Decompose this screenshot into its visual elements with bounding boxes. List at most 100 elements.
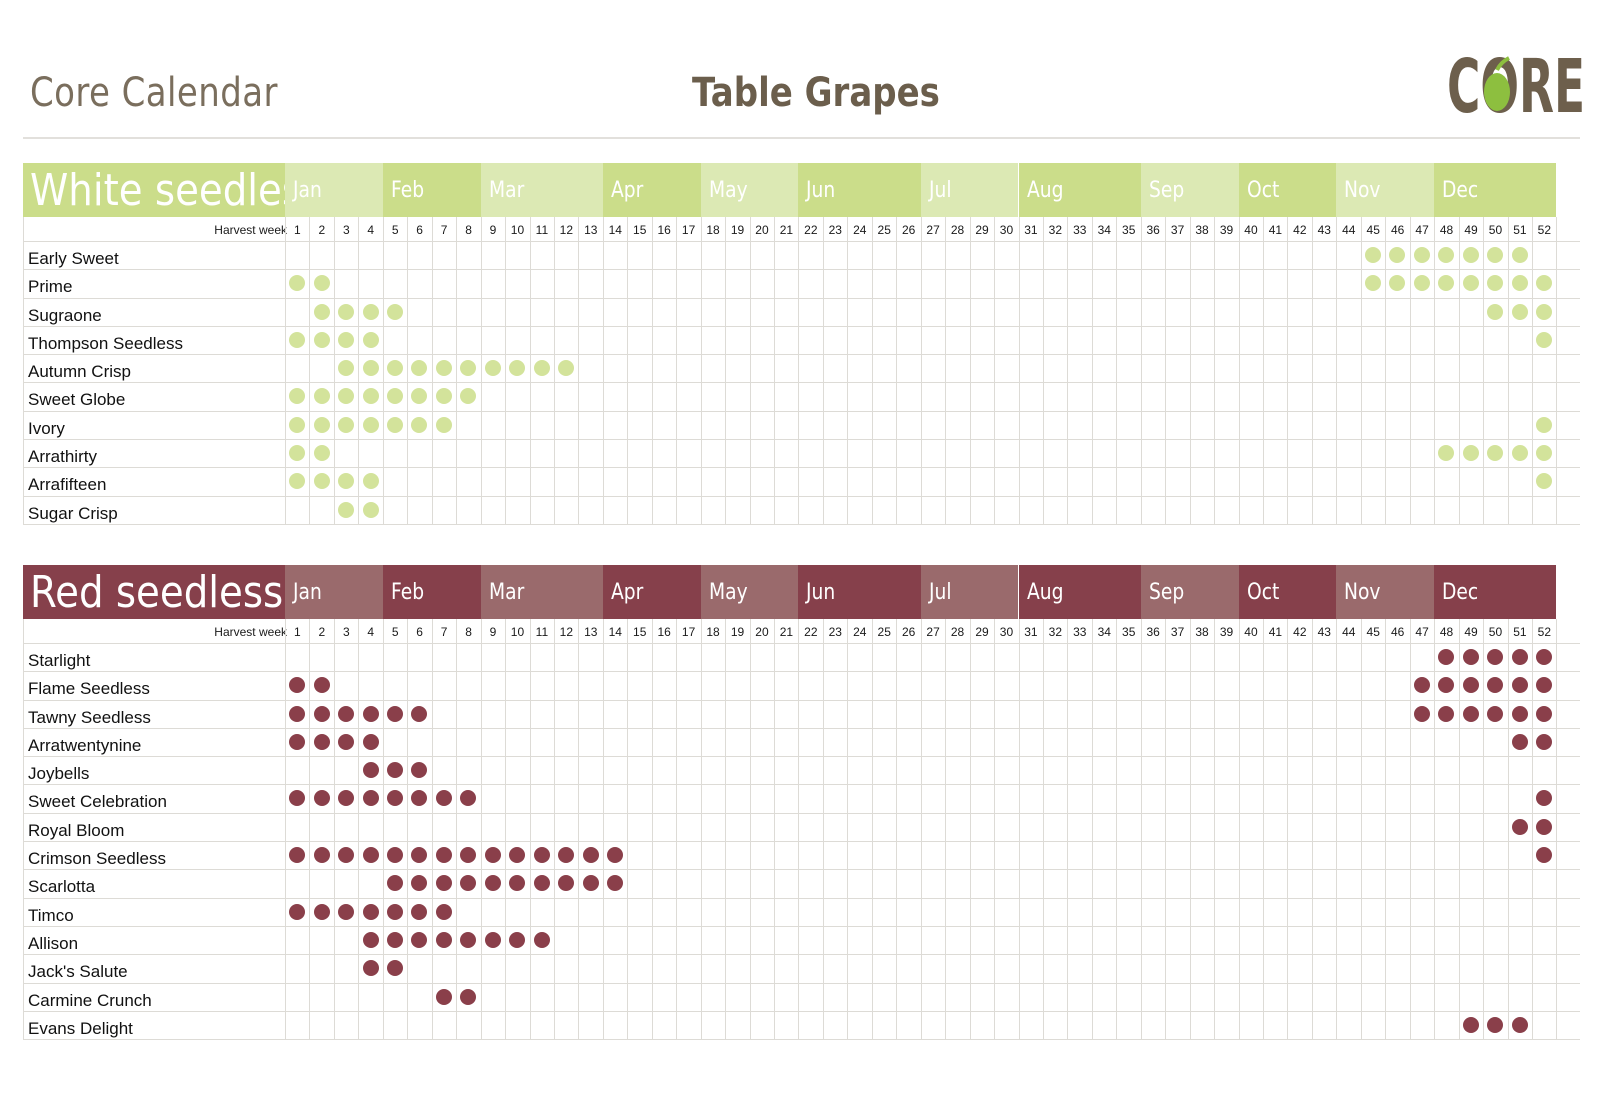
variety-row: Ivory: [23, 412, 1580, 441]
month-header-jun: Jun: [798, 565, 921, 619]
grid-line: [285, 217, 286, 525]
variety-name: Prime: [28, 277, 73, 297]
month-label: Jan: [293, 177, 322, 203]
grid-line: [1214, 217, 1216, 525]
harvest-dot: [1438, 247, 1455, 263]
variety-name: Sugraone: [28, 305, 102, 325]
harvest-dot: [411, 360, 428, 377]
week-number: 26: [901, 625, 916, 639]
grid-line: [578, 217, 580, 525]
grid-line: [553, 217, 555, 525]
week-number: 38: [1195, 223, 1209, 237]
grid-line: [333, 619, 335, 1041]
harvest-dot: [313, 847, 330, 864]
harvest-dot: [1487, 303, 1504, 320]
week-number: 9: [489, 223, 497, 237]
harvest-dot: [1511, 818, 1528, 835]
month-label: Jan: [293, 579, 322, 605]
harvest-dot: [607, 875, 624, 892]
grid-line: [774, 217, 775, 525]
section-title-text: Red seedless: [30, 566, 284, 618]
month-label: Oct: [1246, 579, 1279, 605]
week-number: 52: [1537, 223, 1552, 237]
grid-line: [749, 619, 751, 1041]
harvest-dot: [387, 388, 404, 405]
harvest-dot: [362, 360, 379, 377]
harvest-dot: [435, 903, 452, 920]
week-number: 45: [1366, 223, 1380, 237]
harvest-dot: [313, 416, 330, 433]
variety-name: Jack's Salute: [28, 962, 128, 982]
week-number: 46: [1390, 223, 1405, 237]
variety-name: Ivory: [28, 418, 65, 438]
harvest-dot: [362, 733, 379, 750]
week-number: 4: [367, 625, 375, 639]
month-label: Jul: [928, 177, 952, 203]
month-label: Apr: [610, 579, 644, 605]
harvest-dot: [582, 875, 599, 892]
harvest-dot: [1438, 649, 1455, 665]
harvest-dot: [338, 733, 355, 750]
grid-line: [309, 619, 311, 1041]
week-number: 34: [1097, 625, 1111, 639]
grid-line: [847, 619, 849, 1041]
week-number: 19: [730, 625, 745, 639]
week-number: 50: [1488, 625, 1503, 639]
grid-line: [774, 619, 775, 1041]
harvest-dot: [1536, 473, 1553, 490]
grid-line: [871, 217, 873, 525]
grid-line: [382, 619, 384, 1041]
harvest-dot: [1511, 649, 1528, 665]
variety-row: Crimson Seedless: [23, 842, 1580, 871]
week-number: 29: [975, 223, 989, 237]
harvest-dot: [435, 931, 452, 948]
harvest-dot: [1487, 275, 1504, 292]
grid-line: [309, 217, 311, 525]
harvest-dot: [533, 931, 550, 948]
harvest-dot: [362, 501, 379, 518]
week-number: 47: [1415, 625, 1429, 639]
grid-line: [822, 619, 824, 1041]
variety-name: Carmine Crunch: [28, 990, 152, 1010]
grid-line: [1458, 217, 1460, 525]
month-header-oct: Oct: [1238, 163, 1337, 217]
harvest-dot: [1438, 445, 1455, 462]
harvest-dot: [338, 847, 355, 864]
week-number: 30: [999, 223, 1014, 237]
week-number: 52: [1537, 625, 1552, 639]
grid-line: [1140, 217, 1142, 525]
harvest-dot: [558, 360, 575, 377]
harvest-dot: [509, 360, 526, 377]
week-number: 16: [657, 625, 671, 639]
harvest-dot: [338, 790, 355, 807]
section-header-band: Red seedless Jan Feb Mar Apr May Jun Jul Aug Sep O…: [23, 565, 1580, 619]
harvest-dot: [338, 473, 355, 490]
grid-line: [456, 619, 458, 1041]
harvest-dot: [1462, 705, 1479, 722]
harvest-dot: [509, 875, 526, 892]
grid-line: [1018, 619, 1020, 1041]
grid-line: [627, 217, 629, 525]
harvest-dot: [460, 931, 477, 948]
section-title-text: White seedless: [30, 164, 291, 216]
variety-row: Allison: [23, 927, 1580, 956]
variety-name: Sweet Celebration: [28, 792, 167, 812]
week-number: 12: [559, 625, 574, 639]
variety-name: Joybells: [28, 764, 90, 784]
grid-line: [627, 619, 629, 1041]
harvest-dot: [1413, 247, 1430, 263]
month-header-mar: Mar: [480, 163, 603, 217]
grid-line: [456, 217, 458, 525]
grid-line: [23, 619, 24, 1041]
harvest-dot: [387, 762, 404, 779]
grid-line: [1042, 619, 1044, 1041]
week-number: 13: [584, 625, 598, 639]
variety-row: Arrafifteen: [23, 468, 1580, 497]
harvest-dot: [1438, 677, 1455, 694]
month-header-oct: Oct: [1238, 565, 1337, 619]
month-label: Dec: [1442, 177, 1479, 203]
month-header-dec: Dec: [1434, 565, 1557, 619]
grid-line: [1116, 619, 1118, 1041]
harvest-dot: [289, 790, 306, 807]
